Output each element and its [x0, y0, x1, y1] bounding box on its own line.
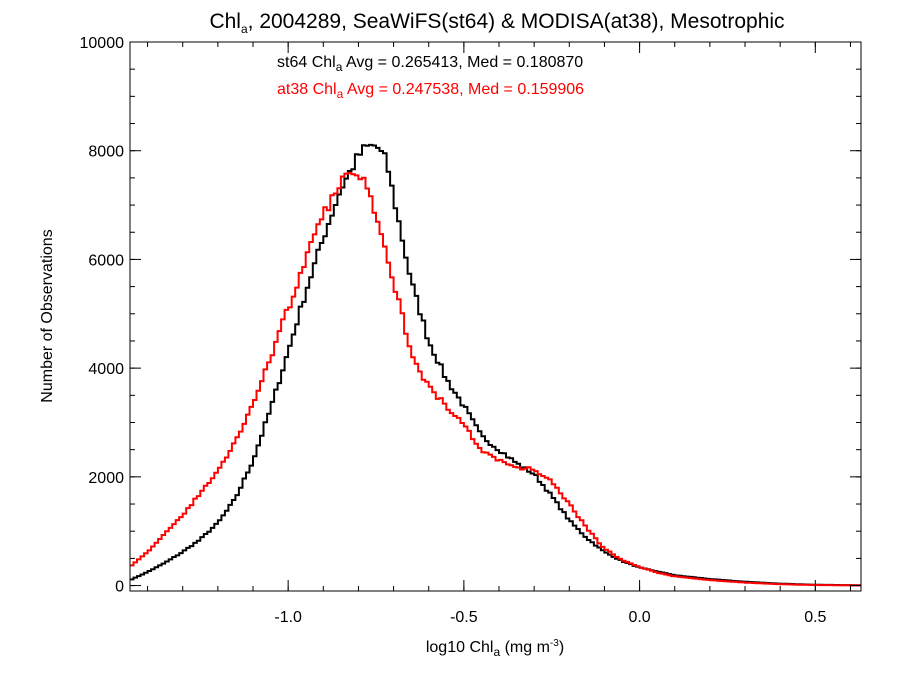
y-axis: 0 2000 4000 6000 8000 10000 [80, 35, 861, 596]
y-tick-label: 2000 [88, 470, 124, 487]
x-tick-label: 0.5 [804, 609, 826, 626]
x-tick-label: -1.0 [274, 609, 302, 626]
y-tick-label: 6000 [88, 252, 124, 269]
y-axis-label: Number of Observations [39, 229, 56, 402]
at38-series-line [130, 171, 861, 587]
chart-title: Chla, 2004289, SeaWiFS(st64) & MODISA(at… [209, 10, 784, 36]
st64-series-line [130, 143, 861, 587]
at38-stats-annotation: at38 Chla Avg = 0.247538, Med = 0.159906 [277, 81, 584, 101]
x-axis-label: log10 Chla (mg m-3) [426, 638, 564, 659]
st64-stats-annotation: st64 Chla Avg = 0.265413, Med = 0.180870 [277, 54, 583, 74]
x-axis: -1.0 -0.5 0.0 0.5 [147, 42, 851, 626]
y-tick-label: 8000 [88, 144, 124, 161]
y-tick-label: 10000 [80, 35, 125, 52]
plot-lines [130, 143, 861, 587]
y-tick-label: 4000 [88, 361, 124, 378]
x-tick-label: -0.5 [450, 609, 478, 626]
y-tick-label: 0 [115, 579, 124, 596]
plot-frame [129, 41, 862, 592]
x-tick-label: 0.0 [628, 609, 650, 626]
